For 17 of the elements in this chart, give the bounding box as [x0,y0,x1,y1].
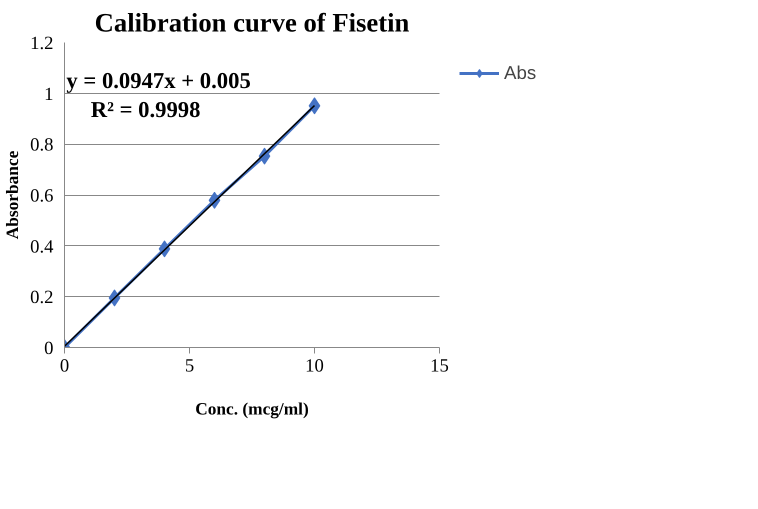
y-tick-label: 1.2 [30,33,54,54]
y-tick-label: 0.6 [30,186,54,206]
annotation: y = 0.0947x + 0.005 [66,68,251,93]
x-tick-label: 15 [430,356,449,376]
legend-label: Abs [504,62,538,84]
x-tick-label: 10 [305,356,324,376]
x-tick-label: 0 [60,356,70,376]
y-tick-label: 1 [44,84,54,105]
y-tick-label: 0.2 [30,287,54,308]
y-axis-title: Absorbance [3,150,22,240]
y-tick-label: 0 [44,338,54,359]
x-axis-title: Conc. (mcg/ml) [195,400,310,418]
annotation: R² = 0.9998 [90,96,200,122]
y-tick-label: 0.8 [30,134,54,156]
x-tick-label: 5 [184,356,194,376]
y-tick-label: 0.4 [30,236,54,258]
chart-title: Calibration curve of Fisetin [94,8,410,38]
